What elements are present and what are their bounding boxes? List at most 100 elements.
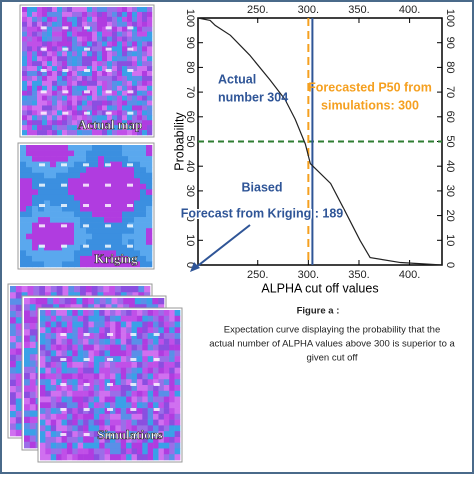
map-cell bbox=[102, 105, 108, 111]
map-cell bbox=[61, 327, 68, 334]
map-cell bbox=[169, 402, 175, 409]
map-cell bbox=[87, 71, 93, 77]
map-cell bbox=[132, 31, 138, 37]
map-cell bbox=[92, 150, 99, 157]
map-cell bbox=[15, 298, 22, 306]
map-cell bbox=[67, 21, 73, 27]
map-cell bbox=[72, 56, 78, 62]
map-cell bbox=[80, 239, 87, 246]
map-cell bbox=[27, 71, 33, 77]
map-cell bbox=[147, 66, 153, 72]
map-cell bbox=[122, 41, 128, 47]
map-cell bbox=[37, 61, 43, 67]
map-cell bbox=[45, 379, 52, 386]
map-cell bbox=[142, 361, 148, 368]
map-cell bbox=[20, 145, 27, 151]
map-cell bbox=[80, 189, 87, 196]
map-cell bbox=[56, 373, 62, 380]
map-cell bbox=[158, 361, 165, 368]
map-cell bbox=[142, 321, 148, 328]
map-cell bbox=[72, 448, 78, 455]
map-cell bbox=[120, 431, 127, 438]
map-cell bbox=[142, 385, 148, 392]
map-cell bbox=[52, 105, 58, 111]
map-cell bbox=[120, 419, 127, 426]
map-cell bbox=[50, 396, 57, 403]
map-cell bbox=[88, 373, 95, 380]
map-cell bbox=[72, 454, 78, 461]
map-cell bbox=[22, 31, 28, 37]
map-cell bbox=[66, 333, 73, 340]
map-cell bbox=[126, 350, 132, 357]
map-cell bbox=[61, 321, 68, 328]
map-cell bbox=[52, 46, 58, 52]
map-cell bbox=[127, 85, 133, 91]
map-cell bbox=[80, 156, 87, 162]
map-cell bbox=[27, 105, 33, 111]
map-cell bbox=[22, 56, 28, 62]
map-cell bbox=[128, 217, 135, 223]
map-cell bbox=[98, 244, 105, 251]
map-cell bbox=[142, 36, 148, 42]
map-cell bbox=[77, 344, 84, 351]
map-cell bbox=[110, 367, 116, 374]
map-cell bbox=[80, 250, 87, 257]
map-cell bbox=[82, 7, 88, 13]
map-cell bbox=[77, 11, 83, 18]
map-cell bbox=[47, 105, 53, 111]
map-cell bbox=[99, 419, 105, 426]
map-cell bbox=[47, 61, 53, 67]
map-cell bbox=[20, 211, 27, 218]
map-cell bbox=[122, 16, 128, 23]
map-cell bbox=[15, 311, 22, 318]
map-cell bbox=[112, 56, 118, 62]
map-cell bbox=[77, 115, 83, 121]
map-cell bbox=[47, 85, 53, 91]
y-tick-label: 20 bbox=[444, 209, 456, 221]
map-cell bbox=[24, 416, 31, 424]
map-cell bbox=[56, 448, 62, 455]
map-cell bbox=[86, 200, 93, 207]
map-cell bbox=[116, 156, 123, 162]
map-cell bbox=[50, 261, 57, 268]
map-cell bbox=[122, 90, 128, 96]
map-cell bbox=[98, 161, 105, 168]
map-cell bbox=[146, 211, 153, 218]
map-cell bbox=[120, 408, 127, 415]
map-cell bbox=[104, 419, 111, 426]
map-cell bbox=[47, 16, 53, 23]
map-cell bbox=[163, 379, 170, 386]
map-cell bbox=[110, 454, 116, 461]
map-cell bbox=[140, 167, 147, 174]
map-cell bbox=[24, 304, 31, 311]
map-cell bbox=[136, 350, 143, 357]
map-cell bbox=[92, 130, 98, 136]
map-cell bbox=[153, 408, 159, 415]
map-cell bbox=[66, 390, 73, 397]
map-well bbox=[130, 433, 137, 436]
map-cell bbox=[98, 183, 105, 190]
map-cell bbox=[117, 85, 123, 91]
map-cell bbox=[20, 183, 27, 190]
map-cell bbox=[117, 120, 123, 126]
map-cell bbox=[137, 115, 143, 121]
y-tick-label: 10 bbox=[444, 234, 456, 246]
map-cell bbox=[47, 100, 53, 106]
map-cell bbox=[136, 310, 143, 317]
map-cell bbox=[27, 7, 33, 13]
map-cell bbox=[142, 130, 148, 136]
map-cell bbox=[80, 233, 87, 240]
map-cell bbox=[24, 373, 31, 380]
map-cell bbox=[37, 110, 43, 116]
map-cell bbox=[47, 120, 53, 126]
map-cell bbox=[174, 327, 181, 334]
map-cell bbox=[99, 413, 105, 420]
map-cell bbox=[110, 425, 116, 432]
map-cell bbox=[67, 125, 73, 131]
map-cell bbox=[134, 172, 141, 179]
map-cell bbox=[147, 130, 153, 136]
map-cell bbox=[22, 85, 28, 91]
map-cell bbox=[72, 110, 78, 116]
map-cell bbox=[142, 120, 148, 126]
map-cell bbox=[61, 390, 68, 397]
